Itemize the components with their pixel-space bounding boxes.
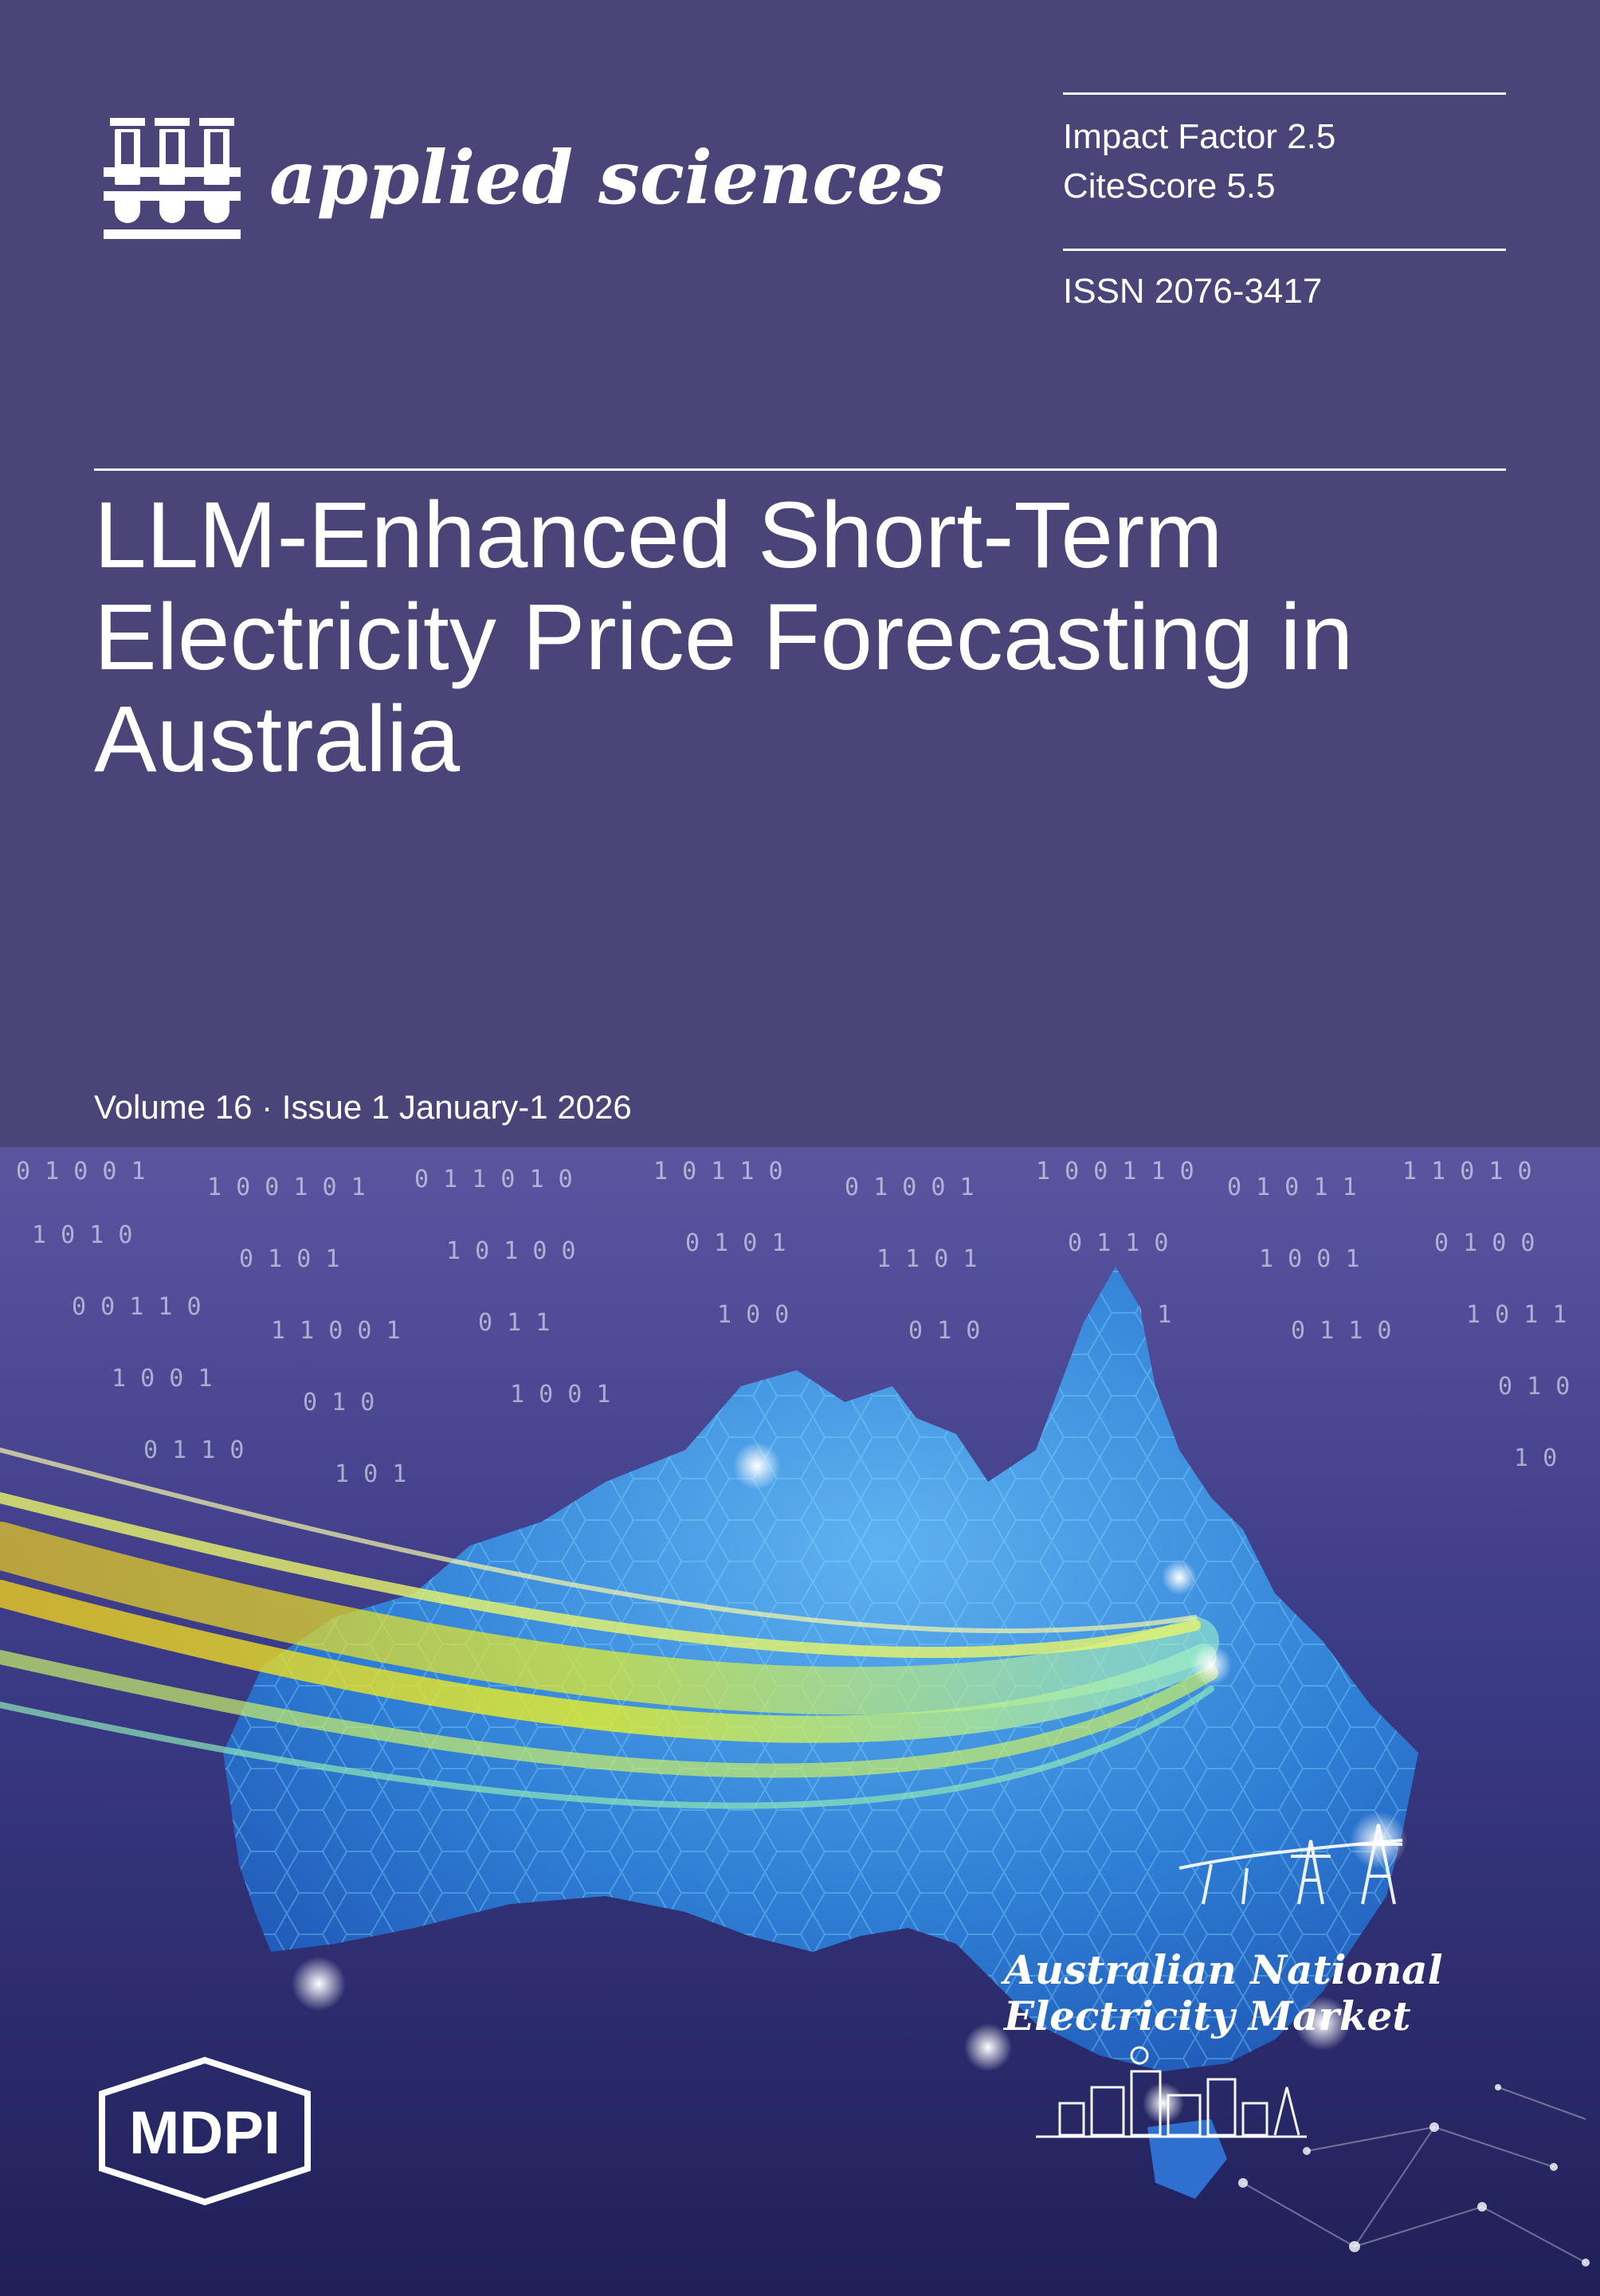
svg-text:1 0 0 1 0 1: 1 0 0 1 0 1 — [207, 1173, 366, 1201]
svg-text:0 1 0 1: 0 1 0 1 — [239, 1245, 339, 1273]
test-tubes-logo-icon — [104, 118, 241, 239]
map-caption: Australian National Electricity Market — [1004, 1946, 1443, 2039]
caption-line-2: Electricity Market — [1004, 1992, 1411, 2039]
illustration-svg: 0 1 0 0 1 1 0 1 0 0 0 1 1 0 1 0 0 1 0 1 1 0… — [0, 1147, 1600, 2296]
hexagon-logo-icon — [99, 2056, 311, 2206]
issue-line: Volume 16 · Issue 1 January-1 2026 — [94, 1088, 632, 1126]
svg-text:0 0 1 1 0: 0 0 1 1 0 — [72, 1293, 202, 1321]
svg-text:0 1 0 1: 0 1 0 1 — [685, 1229, 786, 1257]
svg-text:1 0: 1 0 — [1514, 1444, 1557, 1472]
metrics-top-rule — [1063, 92, 1506, 95]
svg-text:1 0 1 1: 1 0 1 1 — [1466, 1301, 1567, 1329]
svg-text:1 1 0 1: 1 1 0 1 — [876, 1245, 977, 1273]
title-line-1: LLM-Enhanced Short-Term — [94, 483, 1223, 588]
title-line-3: Australia — [94, 687, 461, 792]
publisher-name: MDPI — [129, 2099, 280, 2167]
title-rule — [94, 468, 1506, 471]
svg-text:0 1 1 0: 0 1 1 0 — [143, 1436, 244, 1464]
svg-text:1 1 0 0 1: 1 1 0 0 1 — [271, 1317, 401, 1345]
cover-header — [0, 0, 1600, 1147]
svg-text:0 1 1 0: 0 1 1 0 — [1068, 1229, 1168, 1257]
citescore: CiteScore 5.5 — [1063, 167, 1276, 206]
svg-text:0 1 0 1 1: 0 1 0 1 1 — [1227, 1173, 1357, 1201]
svg-text:1 1 0 1 0: 1 1 0 1 0 — [1402, 1158, 1532, 1185]
svg-text:1 0 0 1: 1 0 0 1 — [112, 1365, 212, 1393]
svg-text:1 0 1 0: 1 0 1 0 — [32, 1221, 132, 1249]
svg-text:1 0 1 1 0: 1 0 1 1 0 — [653, 1158, 783, 1185]
issn: ISSN 2076-3417 — [1063, 272, 1323, 311]
svg-text:1 0 1: 1 0 1 — [335, 1460, 406, 1488]
cover-illustration: 0 1 0 0 1 1 0 1 0 0 0 1 1 0 1 0 0 1 0 1 1 0… — [0, 1147, 1600, 2296]
article-title: LLM-Enhanced Short-Term Electricity Pric… — [94, 484, 1544, 790]
svg-text:0 1 0 0 1: 0 1 0 0 1 — [16, 1158, 146, 1185]
svg-text:0 1 0: 0 1 0 — [908, 1317, 980, 1345]
journal-name: applied sciences — [269, 135, 945, 221]
svg-text:0 1 0: 0 1 0 — [1498, 1373, 1570, 1401]
impact-factor: Impact Factor 2.5 — [1063, 117, 1336, 156]
svg-text:1 0 0 1: 1 0 0 1 — [510, 1381, 610, 1409]
svg-text:1 0 0 1 1 0: 1 0 0 1 1 0 — [1036, 1158, 1194, 1185]
svg-text:0 1 0: 0 1 0 — [303, 1389, 375, 1416]
svg-text:1 0 1 0 0: 1 0 1 0 0 — [446, 1237, 576, 1265]
caption-line-1: Australian National — [1004, 1946, 1443, 1993]
svg-text:0 1 0 0 1: 0 1 0 0 1 — [845, 1173, 975, 1201]
svg-text:1 0 0 1: 1 0 0 1 — [1259, 1245, 1359, 1273]
metrics-middle-rule — [1063, 249, 1506, 251]
svg-text:0 1 1: 0 1 1 — [478, 1309, 550, 1337]
svg-text:0 1 0 0: 0 1 0 0 — [1434, 1229, 1535, 1257]
svg-text:0 1 1 0: 0 1 1 0 — [1291, 1317, 1391, 1345]
svg-text:0 1 1 0 1 0: 0 1 1 0 1 0 — [414, 1166, 573, 1193]
svg-text:1 0 0: 1 0 0 — [717, 1301, 789, 1329]
title-line-2: Electricity Price Forecasting in — [94, 585, 1354, 690]
